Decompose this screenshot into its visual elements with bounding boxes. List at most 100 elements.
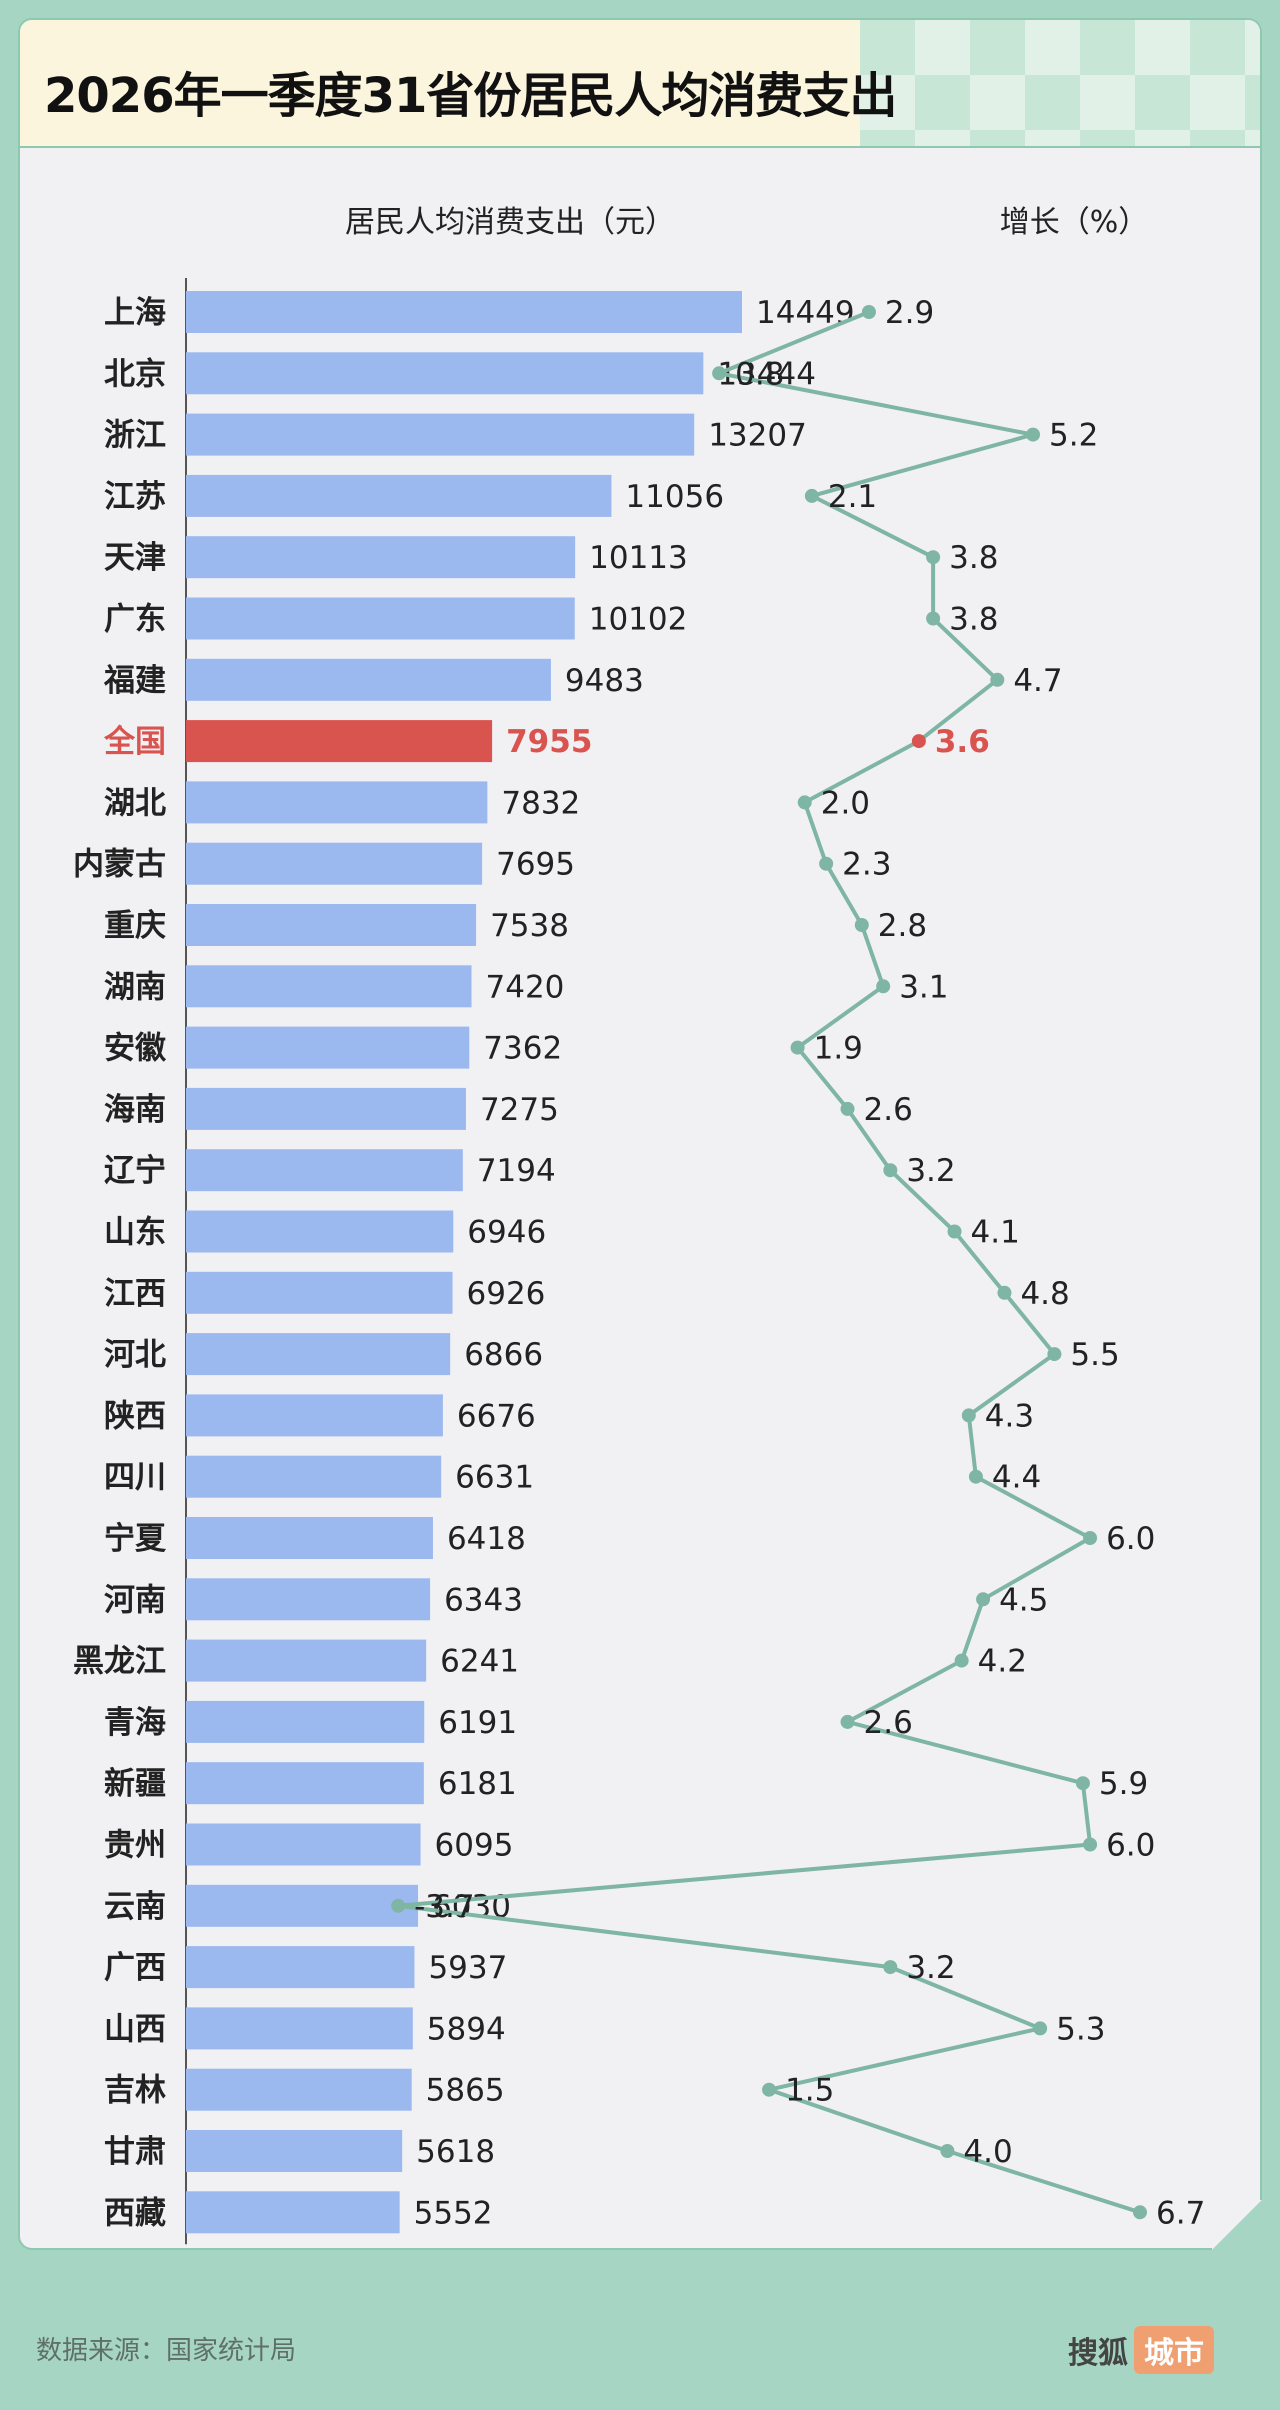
data-source: 数据来源：国家统计局 xyxy=(36,2336,297,2366)
bar-value-label: 9483 xyxy=(565,663,644,699)
bar-value-label: 6946 xyxy=(467,1215,546,1251)
bar xyxy=(186,2191,400,2234)
category-label: 浙江 xyxy=(104,418,166,454)
bar xyxy=(186,2130,403,2172)
category-label: 四川 xyxy=(104,1460,166,1496)
bar-value-label: 5937 xyxy=(428,1950,507,1986)
right-panel-header: 增长（%） xyxy=(1000,205,1149,240)
bar-value-label: 10113 xyxy=(589,540,688,576)
growth-point xyxy=(990,672,1005,687)
category-label: 甘肃 xyxy=(104,2134,166,2170)
category-label: 海南 xyxy=(104,1092,166,1128)
growth-point xyxy=(804,488,819,503)
growth-point xyxy=(1075,1776,1090,1791)
bar xyxy=(186,1394,443,1437)
category-label: 贵州 xyxy=(104,1828,166,1864)
category-label: 北京 xyxy=(104,356,166,392)
growth-value-label: 3.2 xyxy=(906,1153,955,1189)
growth-point xyxy=(712,366,727,381)
category-label: 云南 xyxy=(104,1889,166,1925)
bar xyxy=(186,2007,413,2050)
bar xyxy=(186,781,488,824)
growth-value-label: 4.5 xyxy=(999,1582,1048,1618)
growth-point xyxy=(790,1040,805,1055)
category-label: 全国 xyxy=(103,724,166,760)
growth-value-label: 3.8 xyxy=(949,602,998,638)
bar xyxy=(186,1149,463,1192)
bar xyxy=(186,474,612,517)
category-label: 山西 xyxy=(104,2011,166,2047)
bar-value-label: 6191 xyxy=(438,1705,517,1741)
growth-value-label: 1.9 xyxy=(814,1031,863,1067)
growth-value-label: 5.2 xyxy=(1049,418,1098,454)
growth-value-label: 4.1 xyxy=(971,1215,1020,1251)
bar-value-label: 5618 xyxy=(416,2134,495,2170)
growth-point xyxy=(1026,427,1040,442)
growth-value-label: 4.4 xyxy=(992,1460,1041,1496)
bar-value-label: 13207 xyxy=(708,418,807,454)
category-label: 广东 xyxy=(104,602,166,638)
bar-value-label: 5552 xyxy=(414,2195,493,2231)
category-label: 江西 xyxy=(104,1276,166,1312)
growth-point xyxy=(911,734,926,749)
bar-value-label: 5865 xyxy=(426,2073,505,2109)
growth-value-label: -3.7 xyxy=(414,1889,475,1925)
growth-value-label: 3.6 xyxy=(935,724,990,760)
category-label: 吉林 xyxy=(104,2073,166,2109)
growth-value-label: 1.5 xyxy=(785,2073,834,2109)
bar-value-label: 5894 xyxy=(427,2011,506,2047)
growth-value-label: 2.0 xyxy=(821,785,870,821)
bar-value-label: 7194 xyxy=(477,1153,556,1189)
growth-value-label: 5.3 xyxy=(1056,2011,1105,2047)
bar-value-label: 7275 xyxy=(480,1092,559,1128)
bar-value-label: 6866 xyxy=(464,1337,543,1373)
growth-value-label: 3.8 xyxy=(949,540,998,576)
growth-value-label: 2.9 xyxy=(885,295,934,331)
growth-point xyxy=(840,1714,855,1729)
growth-point xyxy=(1083,1531,1098,1545)
bar-value-label: 7420 xyxy=(486,969,565,1005)
growth-point xyxy=(968,1469,983,1484)
bar-value-label: 6181 xyxy=(438,1766,517,1802)
growth-value-label: 4.2 xyxy=(978,1644,1027,1680)
bar xyxy=(186,842,483,885)
bar-value-label: 11056 xyxy=(625,479,724,515)
category-label: 陕西 xyxy=(104,1398,166,1434)
bar-value-label: 7538 xyxy=(490,908,569,944)
category-label: 安徽 xyxy=(104,1031,167,1067)
growth-point xyxy=(883,1960,898,1975)
bar-value-label: 10102 xyxy=(589,602,688,638)
growth-value-label: 2.6 xyxy=(864,1092,913,1128)
bar-value-label: 6631 xyxy=(455,1460,534,1496)
bar xyxy=(186,965,472,1008)
category-label: 青海 xyxy=(104,1705,166,1741)
bar xyxy=(186,1946,415,1989)
growth-point xyxy=(926,550,941,565)
growth-value-label: 4.8 xyxy=(1020,1276,1069,1312)
category-label: 西藏 xyxy=(104,2195,166,2231)
growth-point xyxy=(762,2082,777,2097)
bar-value-label: 7362 xyxy=(483,1031,562,1067)
brand-logo: 搜狐 城市 xyxy=(1068,2326,1214,2374)
bar xyxy=(186,1026,470,1069)
bar xyxy=(186,1210,454,1253)
growth-value-label: 2.1 xyxy=(828,479,877,515)
bar-value-label: 6926 xyxy=(467,1276,546,1312)
bar xyxy=(186,904,477,946)
category-label: 山东 xyxy=(104,1215,166,1251)
growth-point xyxy=(1033,2021,1048,2036)
bar-value-label: 6418 xyxy=(447,1521,526,1557)
growth-point xyxy=(854,918,869,932)
growth-value-label: 5.5 xyxy=(1070,1337,1119,1373)
left-panel-header: 居民人均消费支出（元） xyxy=(345,205,675,240)
growth-value-label: 2.6 xyxy=(864,1705,913,1741)
growth-value-label: 2.8 xyxy=(878,908,927,944)
brand-tag: 城市 xyxy=(1134,2326,1214,2374)
growth-value-label: 6.0 xyxy=(1106,1828,1155,1864)
bar xyxy=(186,1762,424,1805)
growth-point xyxy=(940,2144,955,2158)
growth-value-label: 4.7 xyxy=(1013,663,1062,699)
growth-value-label: 6.7 xyxy=(1156,2195,1205,2231)
bar xyxy=(186,1517,433,1559)
growth-point xyxy=(1047,1347,1062,1362)
